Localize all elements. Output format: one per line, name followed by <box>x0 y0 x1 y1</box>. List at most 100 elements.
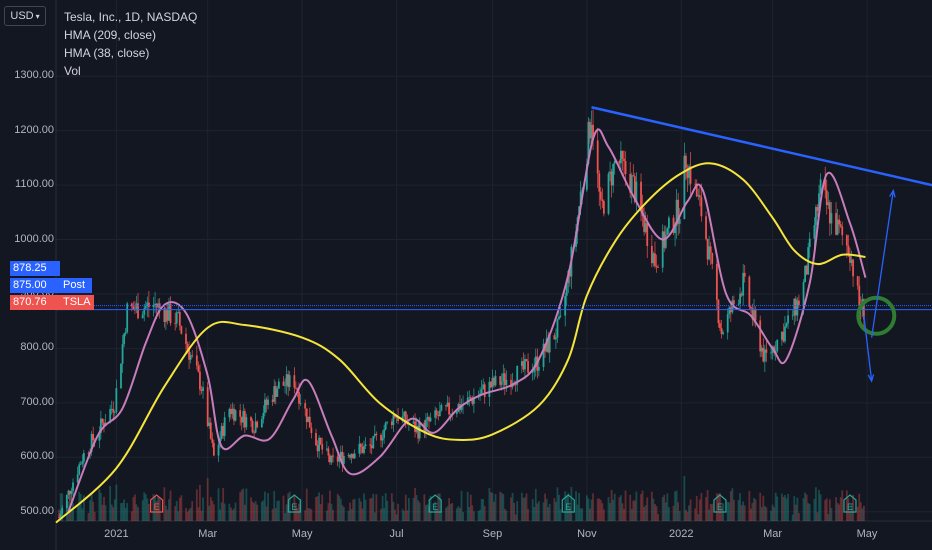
earnings-icon-letter: E <box>847 502 853 512</box>
y-tick-label: 500.00 <box>20 504 54 517</box>
candle-body <box>694 183 697 185</box>
volume-bar <box>381 495 384 521</box>
volume-bar <box>612 499 615 521</box>
candle-body <box>553 335 556 340</box>
candle-body <box>793 298 796 316</box>
volume-bar <box>654 504 656 521</box>
volume-bar <box>610 489 613 521</box>
candle-body <box>250 417 252 421</box>
volume-bar <box>524 497 526 521</box>
candle-body <box>808 238 811 248</box>
candle-body <box>531 371 534 373</box>
user-drawings[interactable] <box>591 106 932 383</box>
volume-bar <box>466 491 469 521</box>
candle-body <box>845 235 848 246</box>
candle-body <box>697 195 700 197</box>
candle-body <box>488 381 491 397</box>
candle-body <box>318 437 321 452</box>
volume-bar <box>318 492 321 521</box>
volume-bar <box>415 494 418 521</box>
candle-body <box>79 463 82 465</box>
volume-bar <box>245 488 248 521</box>
candle-body <box>293 375 296 388</box>
candle-body <box>294 387 297 389</box>
volume-bar <box>285 504 288 521</box>
volume-bar <box>242 488 245 521</box>
volume-bar <box>565 495 568 521</box>
volume-bar <box>576 504 579 521</box>
volume-bar <box>511 492 514 521</box>
candle-body <box>271 399 274 402</box>
volume-bar <box>180 495 183 521</box>
volume-bar <box>782 496 785 521</box>
volume-bar <box>598 498 601 521</box>
volume-bar <box>112 507 115 521</box>
volume-bar <box>168 499 170 521</box>
candle-body <box>141 314 144 319</box>
candle-body <box>650 246 653 264</box>
candle-body <box>579 191 582 207</box>
candle-body <box>559 315 562 317</box>
volume-bar <box>601 503 604 521</box>
legend-symbol[interactable]: Tesla, Inc., 1D, NASDAQ <box>64 10 198 24</box>
candle-body <box>101 418 104 423</box>
candle-body <box>471 399 474 404</box>
candle-body <box>445 404 447 407</box>
volume-bar <box>599 499 602 521</box>
volume-bar <box>222 487 225 521</box>
candle-body <box>796 300 799 316</box>
candle-body <box>568 270 571 277</box>
volume-bar <box>233 508 235 521</box>
volume-bar <box>135 504 138 521</box>
legend-hma38[interactable]: HMA (38, close) <box>64 46 150 60</box>
volume-bar <box>739 493 741 521</box>
volume-bar <box>174 506 177 521</box>
volume-bar <box>87 512 90 521</box>
currency-button[interactable]: USD ▾ <box>4 6 46 26</box>
volume-bar <box>650 491 653 521</box>
volume-bar <box>472 511 475 521</box>
candle-body <box>654 253 656 267</box>
candle-body <box>472 397 475 404</box>
volume-bar <box>143 492 146 521</box>
candle-body <box>143 308 146 315</box>
volume-bar <box>793 496 796 521</box>
candle-body <box>267 399 269 405</box>
earnings-icon-letter: E <box>154 502 160 512</box>
candle-body <box>253 432 256 434</box>
candle-body <box>358 443 361 454</box>
candle-body <box>666 228 669 235</box>
candle-body <box>353 453 356 459</box>
volume-bar <box>640 493 642 521</box>
volume-bar <box>513 502 516 521</box>
legend-volume[interactable]: Vol <box>64 64 81 78</box>
volume-bar <box>120 503 122 521</box>
volume-bar <box>677 502 680 521</box>
volume-bar <box>338 495 341 521</box>
volume-bar <box>375 494 378 521</box>
candle-body <box>359 443 362 447</box>
volume-bar <box>709 504 712 521</box>
x-tick-label: Mar <box>198 528 218 540</box>
volume-bar <box>169 490 172 521</box>
volume-bar <box>437 493 440 521</box>
candle-body <box>610 171 613 186</box>
legend-hma209[interactable]: HMA (209, close) <box>64 28 157 42</box>
candle-body <box>92 433 95 441</box>
volume-bar <box>336 493 339 521</box>
volume-bar <box>141 500 144 521</box>
candle-body <box>717 299 720 324</box>
price-tag-post: 875.00 <box>10 278 60 293</box>
earnings-icon-letter: E <box>291 502 297 512</box>
candle-body <box>417 425 420 439</box>
candle-body <box>372 436 375 449</box>
candle-body <box>590 124 593 139</box>
candle-body <box>643 216 646 232</box>
arrow-down <box>863 315 873 382</box>
candle-body <box>395 416 398 418</box>
trendline <box>591 106 932 187</box>
volume-bar <box>274 508 277 521</box>
candle-body <box>276 388 279 397</box>
